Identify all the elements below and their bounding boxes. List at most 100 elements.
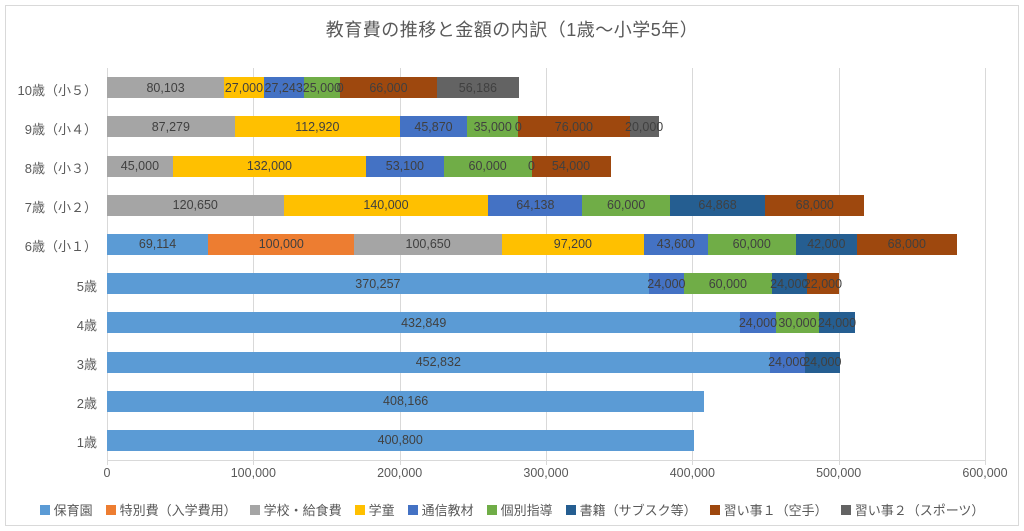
bar-label: 56,186: [458, 80, 497, 95]
bar-segment: [283, 194, 489, 216]
legend-swatch: [407, 504, 418, 515]
bar-segment: [643, 233, 708, 255]
bar-label: 25,000: [302, 80, 341, 95]
bar-segment: [172, 155, 366, 177]
x-tick-mark: [985, 460, 986, 465]
bar-segment: [303, 77, 341, 99]
legend-swatch: [354, 504, 365, 515]
bar-segment: [107, 351, 770, 373]
bar-segment: [107, 155, 173, 177]
legend-item: 保育園: [39, 500, 93, 519]
bar-label: 24,000: [817, 315, 857, 330]
x-tick-label: 100,000: [230, 466, 276, 480]
bar-row: 432,849 24,000 30,000 24,000: [107, 312, 985, 334]
legend-label: 習い事２（スポーツ）: [854, 503, 985, 518]
bar-label: 87,279: [151, 119, 190, 134]
y-category-label: 1歳: [76, 435, 97, 451]
bar-label: 22,000: [803, 276, 843, 291]
bar-segment: [804, 351, 840, 373]
x-tick-mark: [692, 460, 694, 465]
legend-label: 学童: [368, 503, 395, 518]
bar-label: 64,138: [516, 197, 555, 212]
bar-label: 0: [514, 119, 522, 134]
bar-label: 30,000: [778, 315, 817, 330]
bar-label: 68,000: [795, 197, 834, 212]
bar-segment: [764, 194, 865, 216]
bar-label: 24,000: [770, 276, 809, 291]
bar-segment: [107, 116, 235, 138]
legend-label: 書籍（サブスク等）: [579, 503, 697, 518]
bar-segment: [819, 312, 855, 334]
gridline: [107, 68, 108, 460]
bar-segment: [107, 429, 694, 451]
y-category-label: 5歳: [76, 278, 97, 294]
bar-segment: [107, 233, 209, 255]
bar-label: 43,600: [656, 237, 696, 252]
bar-label: 112,920: [295, 119, 340, 134]
bar-label: 24,000: [738, 315, 778, 330]
bar-label: 45,870: [414, 119, 453, 134]
bar-row: 408,166: [107, 390, 985, 412]
bar-row: 400,800: [107, 429, 985, 451]
bar-segment: [366, 155, 444, 177]
bar-label: 24,000: [803, 354, 842, 369]
bar-segment: [107, 273, 649, 295]
bar-segment: [488, 194, 583, 216]
legend: 保育園 特別費（入学費用） 学校・給食費 学童 通信教材 個別指導 書籍（サブスク等） 習い事…: [0, 500, 1024, 519]
legend-item: 通信教材: [407, 500, 474, 519]
bar-label: 60,000: [732, 237, 771, 252]
bar-label: 68,000: [887, 237, 926, 252]
bar-segment: [769, 351, 805, 373]
x-tick-label: 0: [103, 466, 111, 480]
bar-row: 80,103 27,000 27,243 25,000 0 66,000 56,186: [107, 77, 985, 99]
gridline: [692, 68, 694, 460]
bar-row: 87,279 112,920 45,870 35,000 0 76,000 20,000: [107, 116, 985, 138]
bar-segment: [107, 194, 284, 216]
bar-label: 60,000: [607, 197, 646, 212]
bar-segment: [208, 233, 355, 255]
bar-segment: [263, 77, 304, 99]
bar-segment: [670, 194, 765, 216]
bar-segment: [224, 77, 264, 99]
bar-segment: [707, 233, 796, 255]
y-category-label: 2歳: [76, 396, 97, 412]
gridline: [985, 68, 986, 460]
bar-segment: [107, 77, 225, 99]
bar-segment: [582, 194, 671, 216]
bar-row: 120,650 140,000 64,138 60,000 64,868 68,000: [107, 194, 985, 216]
y-category-label: 9歳（小４）: [24, 121, 97, 137]
legend-item: 特別費（入学費用）: [105, 500, 237, 519]
bar-row: 69,114 100,000 100,650 97,200 43,600 60,000 42…: [107, 233, 985, 255]
bar-segment: [234, 116, 400, 138]
bar-label: 60,000: [708, 276, 747, 291]
bar-segment: [806, 273, 840, 295]
legend-item: 書籍（サブスク等）: [565, 500, 697, 519]
bar-label: 0: [336, 80, 344, 95]
y-category-label: 10歳（小５）: [17, 82, 97, 98]
bar-label: 140,000: [363, 197, 409, 212]
legend-swatch: [105, 504, 116, 515]
bar-label: 42,000: [807, 237, 846, 252]
chart-title: 教育費の推移と金額の内訳（1歳〜小学5年）: [325, 20, 699, 40]
bar-label: 120,650: [172, 197, 218, 212]
x-tick-mark: [107, 460, 108, 465]
x-tick-label: 500,000: [816, 466, 862, 480]
bar-segment: [107, 312, 741, 334]
legend-swatch: [249, 504, 260, 515]
bar-segment: [518, 116, 630, 138]
bar-label: 76,000: [554, 119, 594, 134]
bar-label: 132,000: [246, 158, 293, 173]
bar-label: 27,243: [264, 80, 303, 95]
bar-label: 24,000: [647, 276, 686, 291]
legend-swatch: [840, 504, 851, 515]
bar-label: 370,257: [355, 276, 401, 291]
gridline: [546, 68, 547, 460]
x-tick-mark: [253, 460, 255, 465]
bar-label: 54,000: [551, 158, 591, 173]
legend-label: 保育園: [53, 503, 93, 518]
bar-label: 408,166: [383, 393, 429, 408]
bar-label: 35,000: [473, 119, 512, 134]
y-category-label: 7歳（小２）: [24, 200, 97, 216]
bar-segment: [795, 233, 858, 255]
